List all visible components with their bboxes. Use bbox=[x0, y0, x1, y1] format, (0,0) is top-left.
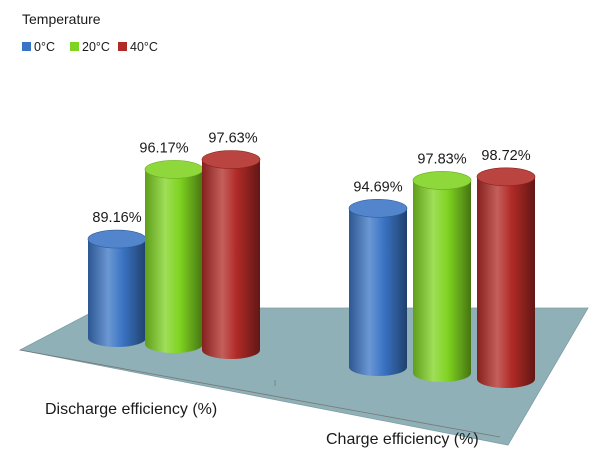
bar-top bbox=[201, 150, 261, 169]
bar-top bbox=[412, 171, 472, 190]
legend-label-1: 20°C bbox=[82, 40, 110, 54]
bar-top bbox=[87, 229, 147, 249]
legend-title: Temperature bbox=[22, 11, 101, 27]
data-label-1-0: 94.69% bbox=[353, 179, 402, 195]
bar-1-0 bbox=[348, 199, 408, 376]
legend-item-1: 20°C bbox=[70, 40, 110, 54]
legend-label-0: 0°C bbox=[34, 40, 55, 54]
bar-0-1 bbox=[144, 160, 204, 353]
bar-top bbox=[348, 199, 408, 218]
bar-1-1 bbox=[412, 171, 472, 382]
data-label-0-1: 96.17% bbox=[139, 140, 188, 156]
category-label-0: Discharge efficiency (%) bbox=[45, 401, 217, 418]
legend-swatch-2 bbox=[118, 42, 127, 51]
legend-item-2: 40°C bbox=[118, 40, 158, 54]
bar-body bbox=[413, 180, 471, 382]
data-label-0-0: 89.16% bbox=[92, 210, 141, 226]
legend-swatch-1 bbox=[70, 42, 79, 51]
data-labels: 89.16% 96.17% 97.63% 94.69% 97.83% 98.72% bbox=[92, 131, 530, 226]
bar-top bbox=[144, 160, 204, 179]
bar-body bbox=[88, 239, 146, 347]
bar-body bbox=[349, 208, 407, 376]
data-label-1-2: 98.72% bbox=[481, 148, 530, 164]
bar-body bbox=[145, 169, 203, 353]
bar-body bbox=[202, 159, 260, 359]
legend-swatch-0 bbox=[22, 42, 31, 51]
legend-item-0: 0°C bbox=[22, 40, 55, 54]
data-label-0-2: 97.63% bbox=[208, 131, 257, 147]
data-label-1-1: 97.83% bbox=[417, 151, 466, 167]
bar-1-2 bbox=[476, 167, 536, 388]
category-label-1: Charge efficiency (%) bbox=[326, 431, 479, 448]
bar-top bbox=[476, 167, 536, 187]
bar-0-0 bbox=[87, 229, 147, 347]
bars bbox=[87, 150, 536, 388]
legend-label-2: 40°C bbox=[130, 40, 158, 54]
floor-front-edge bbox=[19, 349, 501, 438]
legend: Temperature 0°C 20°C 40°C bbox=[22, 11, 158, 54]
bar-0-2 bbox=[201, 150, 261, 359]
bar-body bbox=[477, 176, 535, 388]
